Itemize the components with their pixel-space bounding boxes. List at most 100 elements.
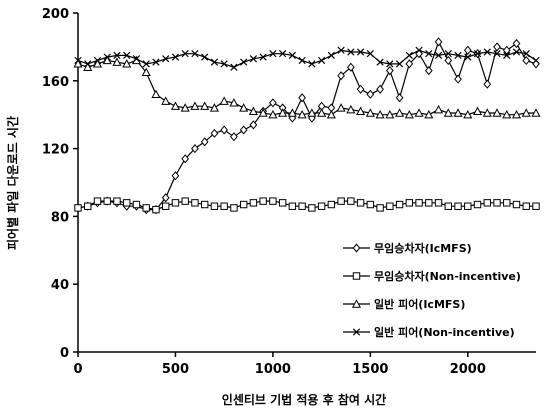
data-point [521, 108, 531, 117]
data-point [434, 37, 443, 47]
data-point [395, 60, 404, 68]
data-point [161, 96, 171, 105]
data-point [483, 48, 491, 56]
data-point [200, 101, 210, 110]
data-point [92, 59, 103, 68]
data-point [464, 53, 472, 61]
data-point [473, 200, 482, 209]
data-point [93, 197, 102, 205]
data-point [512, 38, 521, 49]
data-point [336, 103, 346, 112]
data-point [259, 53, 267, 61]
data-point [200, 137, 209, 147]
data-point [229, 98, 239, 107]
data-point [230, 204, 238, 212]
data-point [190, 101, 200, 110]
data-point [366, 89, 375, 99]
legend-item: 무임승차자(IcMFS) [343, 241, 472, 255]
data-point [171, 199, 180, 207]
data-point [503, 199, 511, 207]
x-tick-label: 500 [162, 362, 189, 377]
data-point [425, 199, 433, 207]
data-point [405, 59, 414, 69]
data-point [326, 109, 336, 119]
data-point [308, 204, 316, 212]
data-point [268, 109, 278, 119]
data-point [356, 48, 365, 56]
data-point [493, 42, 501, 52]
data-point [434, 199, 443, 207]
data-point [346, 104, 356, 114]
legend-label: 일반 피어(IcMFS) [374, 297, 465, 311]
data-point [132, 200, 141, 209]
data-point [258, 108, 268, 117]
data-point [365, 108, 375, 117]
data-point [376, 58, 384, 66]
legend-marker [352, 328, 361, 336]
data-point [93, 56, 102, 65]
data-point [327, 200, 336, 209]
data-point [317, 202, 326, 210]
data-point [317, 108, 327, 117]
data-point [298, 93, 306, 103]
data-point [162, 55, 170, 63]
data-point [493, 199, 501, 207]
data-point [191, 50, 199, 58]
x-tick-label: 1500 [352, 362, 388, 377]
data-point [287, 108, 297, 117]
data-point [279, 50, 287, 58]
y-tick-label: 40 [51, 278, 69, 293]
data-point [472, 106, 483, 116]
data-point [142, 60, 150, 68]
data-point [278, 199, 287, 207]
data-point [366, 200, 375, 209]
data-point [337, 71, 345, 81]
data-point [191, 199, 199, 207]
data-point [152, 205, 160, 214]
data-point [84, 60, 92, 68]
data-point [249, 120, 258, 130]
data-point [170, 101, 180, 110]
data-point [464, 202, 472, 210]
x-tick-label: 0 [73, 362, 82, 377]
data-point [356, 199, 365, 207]
data-point [239, 103, 249, 112]
data-point [522, 202, 530, 210]
series-3 [73, 55, 541, 119]
x-tick-label: 2000 [450, 362, 486, 377]
data-point [376, 204, 384, 212]
data-point [181, 50, 189, 58]
data-point [220, 125, 229, 135]
data-point [375, 109, 385, 119]
data-point [298, 56, 306, 65]
series-line [77, 49, 537, 68]
legend-marker [352, 272, 361, 280]
series-4 [74, 46, 540, 71]
data-point [210, 202, 219, 210]
data-point [482, 108, 492, 117]
data-point [454, 74, 462, 84]
data-point [511, 109, 522, 119]
data-point [434, 104, 444, 114]
data-point [405, 199, 414, 207]
series-2 [74, 197, 540, 214]
data-point [201, 53, 209, 61]
data-point [298, 202, 306, 210]
x-axis-label: 인센티브 기법 적용 후 참여 시간 [222, 392, 386, 407]
data-point [230, 63, 238, 71]
data-point [181, 197, 189, 205]
data-point [453, 108, 463, 117]
data-point [473, 50, 482, 58]
data-point [74, 56, 82, 65]
data-point [356, 84, 365, 94]
series-line [77, 40, 537, 211]
data-point [404, 109, 414, 119]
data-point [123, 51, 131, 59]
y-tick-label: 160 [42, 75, 69, 90]
data-point [308, 60, 316, 68]
data-point [200, 200, 209, 209]
legend-marker [352, 243, 361, 253]
data-point [259, 197, 267, 205]
legend-item: 무임승차자(Non-incentive) [343, 269, 521, 283]
